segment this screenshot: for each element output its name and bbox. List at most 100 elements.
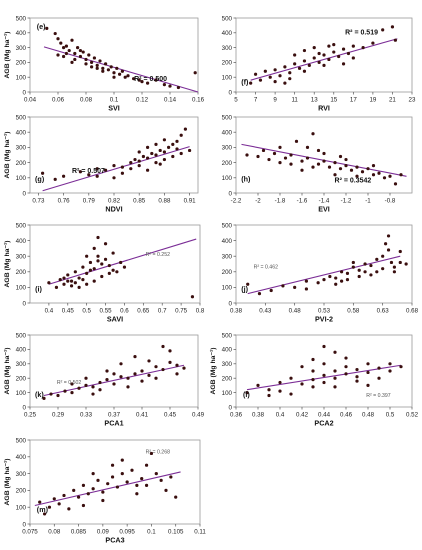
data-point <box>322 53 326 57</box>
trend-line <box>250 38 398 81</box>
data-point <box>73 51 77 56</box>
x-tick-label: -1.4 <box>319 198 330 205</box>
panel-label: (h) <box>241 175 251 184</box>
data-point <box>344 372 348 376</box>
x-tick-label: 0.43 <box>259 308 272 315</box>
y-tick-label: 300 <box>16 471 27 478</box>
data-point <box>366 370 370 375</box>
trend-line <box>247 255 401 295</box>
data-point <box>135 483 139 487</box>
data-point <box>344 356 348 360</box>
data-point <box>73 57 77 62</box>
r-squared-label: R² = 0.252 <box>146 252 170 258</box>
data-point <box>109 65 113 69</box>
data-point <box>129 167 133 171</box>
x-tick-label: 0.73 <box>32 198 45 205</box>
data-point <box>49 392 53 396</box>
y-tick-label: 200 <box>222 160 233 167</box>
data-point <box>146 81 150 85</box>
data-point <box>47 281 51 285</box>
data-point <box>110 463 115 467</box>
y-tick-label: 200 <box>16 269 27 276</box>
data-point <box>307 63 311 67</box>
y-tick-label: 300 <box>222 254 233 261</box>
data-point <box>171 142 175 146</box>
y-tick-label: 500 <box>222 332 233 339</box>
data-point <box>246 282 250 286</box>
x-tick-label: 0.08 <box>80 97 93 104</box>
data-point <box>281 284 285 288</box>
x-axis-label: SVI <box>108 104 120 113</box>
data-point <box>78 170 82 174</box>
panel-label: (i) <box>35 284 42 293</box>
data-point <box>384 242 388 246</box>
data-point <box>115 270 119 274</box>
data-point <box>322 362 326 366</box>
data-point <box>168 360 172 364</box>
data-point <box>112 382 116 386</box>
trend-line <box>42 146 190 192</box>
x-tick-label: 0.55 <box>100 308 113 315</box>
data-point <box>175 139 179 143</box>
data-point <box>106 68 110 72</box>
data-point <box>300 168 304 172</box>
data-point <box>101 498 105 503</box>
data-point <box>98 388 102 392</box>
data-point <box>338 167 343 171</box>
y-tick-label: 500 <box>222 15 233 22</box>
y-axis-label: AGB (Mg ha⁻¹) <box>210 347 217 394</box>
scatter-panel-e: 0 100 200 300 400 500 0.04 0.06 0.08 0.1 0.12 0.14 0… <box>4 15 205 112</box>
data-point <box>312 56 316 60</box>
x-tick-label: 0.09 <box>97 529 110 536</box>
y-axis-label: AGB (Mg ha⁻¹) <box>4 347 11 394</box>
data-point <box>137 78 141 82</box>
data-point <box>322 373 326 377</box>
data-point <box>95 174 99 178</box>
data-point <box>85 271 89 275</box>
data-point <box>76 46 80 50</box>
y-tick-label: 300 <box>16 145 27 152</box>
data-point <box>311 132 315 136</box>
data-point <box>345 271 350 275</box>
y-tick-label: 200 <box>16 488 27 495</box>
x-tick-label: -1.2 <box>341 198 352 205</box>
data-point <box>112 176 116 180</box>
x-tick-label: 0.65 <box>137 308 150 315</box>
y-tick-label: 400 <box>16 30 27 37</box>
x-tick-label: 0.63 <box>377 308 390 315</box>
data-point <box>381 28 385 32</box>
data-point <box>90 60 94 64</box>
x-tick-label: 0.11 <box>194 529 206 536</box>
data-point <box>344 164 348 168</box>
y-axis-label: AGB (Mg ha⁻¹) <box>4 131 11 178</box>
data-point <box>149 451 154 456</box>
data-point <box>333 385 337 389</box>
x-tick-label: 0.82 <box>108 198 121 205</box>
data-point <box>135 492 139 496</box>
data-point <box>316 148 321 153</box>
data-point <box>146 156 150 160</box>
data-point <box>174 495 178 499</box>
data-point <box>162 138 166 142</box>
plot-frame <box>29 17 199 93</box>
data-point <box>96 235 100 240</box>
data-point <box>322 344 326 349</box>
data-point <box>41 171 45 175</box>
trend-line <box>43 364 185 397</box>
data-point <box>140 369 144 373</box>
data-point <box>107 271 111 275</box>
scatter-panel-l: 0 100 200 300 400 500 0.36 0.38 0.4 0.42 0.44 0.46 0… <box>210 332 419 427</box>
x-tick-label: 0.38 <box>252 412 265 419</box>
x-tick-label: 0.4 <box>276 412 285 419</box>
data-point <box>390 25 395 29</box>
y-axis-label: AGB (Mg ha⁻¹) <box>4 240 11 287</box>
data-point <box>305 156 310 160</box>
trend-line <box>246 364 402 391</box>
data-point <box>179 151 183 156</box>
r-squared-label: R² = 0.3542 <box>335 177 372 184</box>
data-point <box>154 153 158 157</box>
data-point <box>137 159 141 163</box>
y-tick-label: 100 <box>222 390 233 397</box>
data-point <box>154 376 158 380</box>
data-point <box>107 263 111 268</box>
